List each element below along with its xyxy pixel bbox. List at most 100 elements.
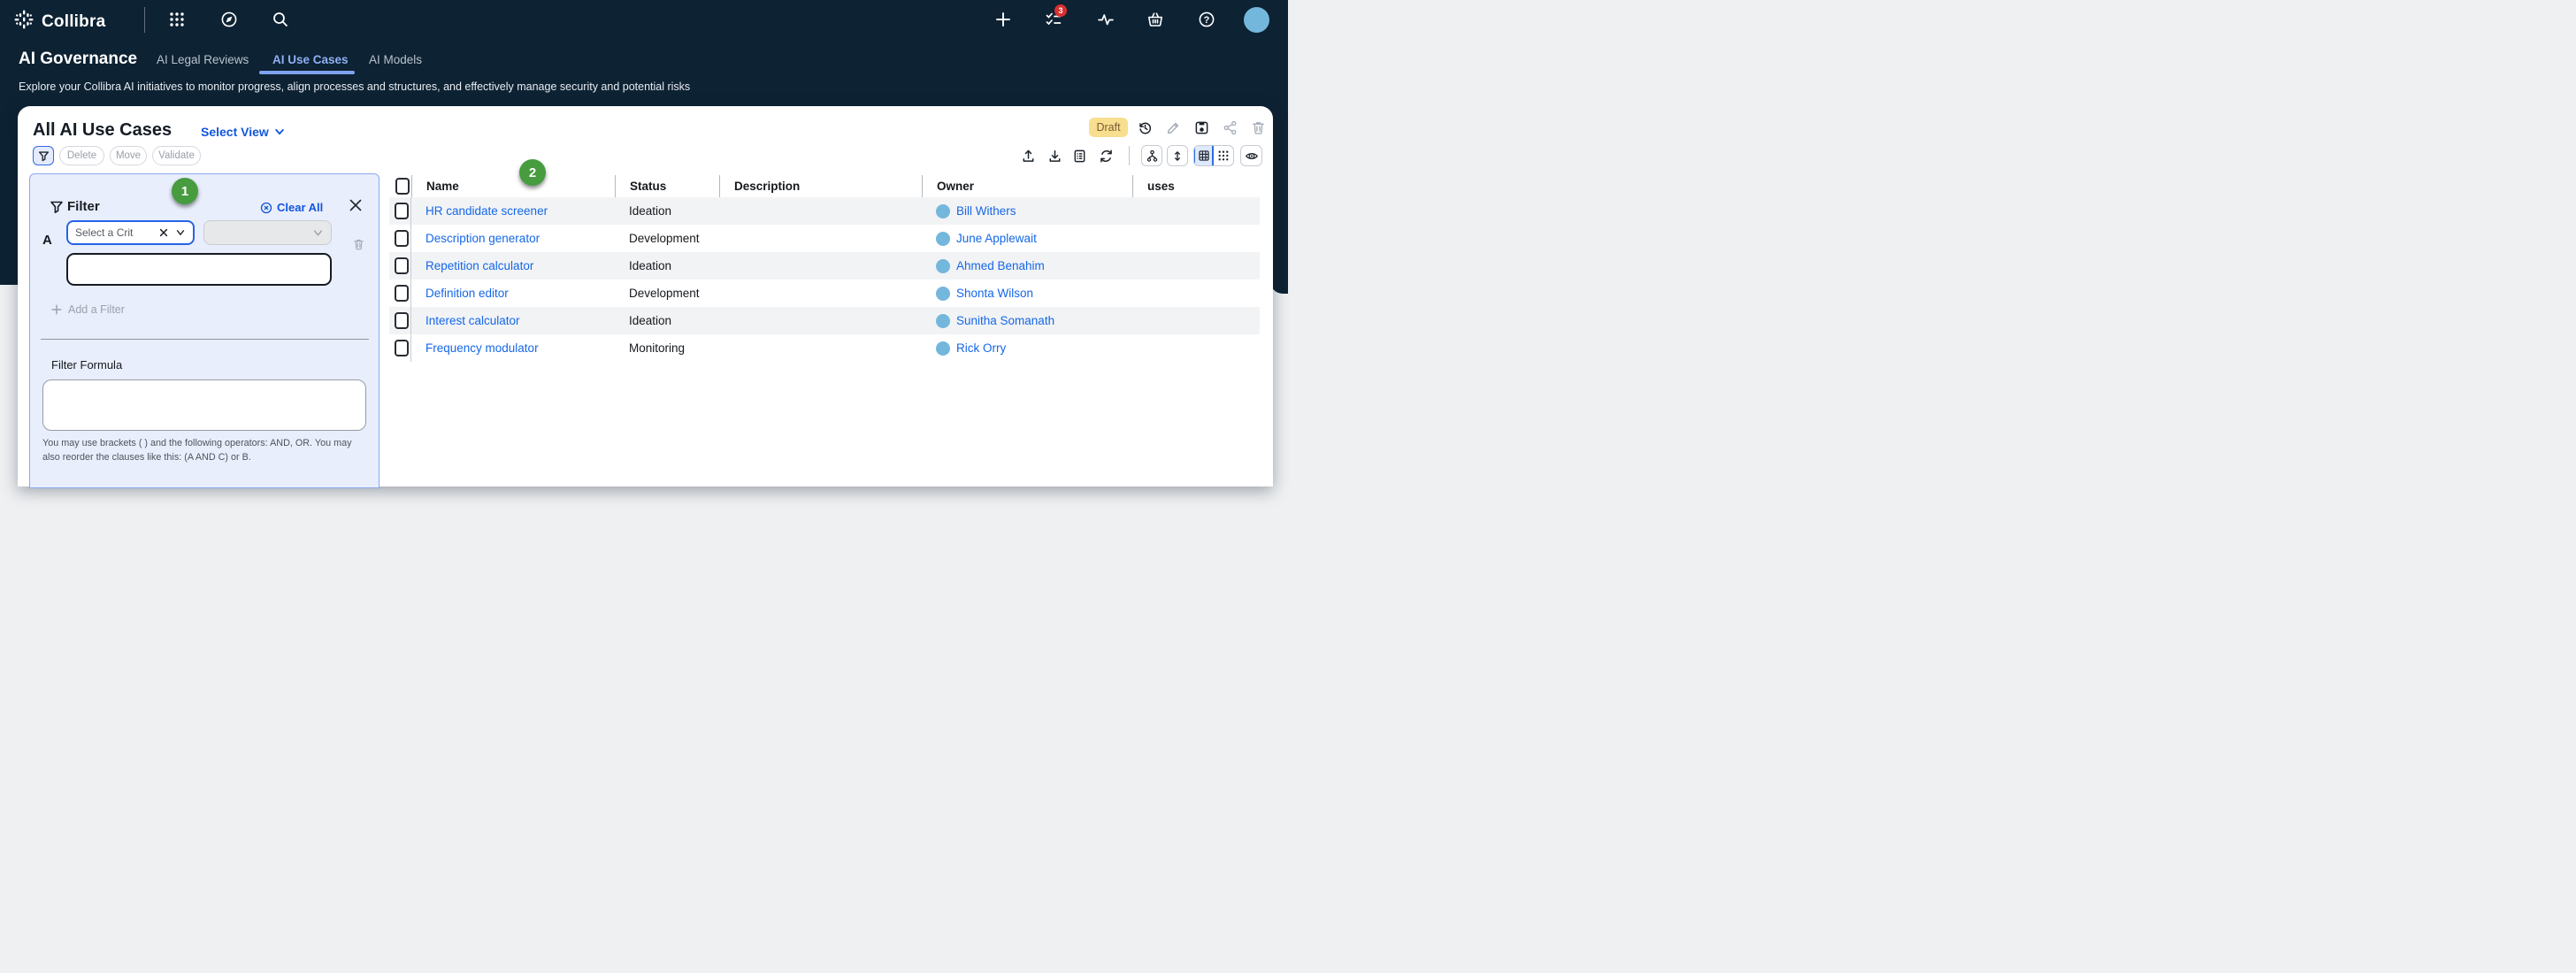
page-background-corner [1270,267,1288,294]
row-checkbox-cell [389,307,411,334]
filter-toggle-button[interactable] [33,146,54,165]
column-header-description[interactable]: Description [719,175,922,197]
clause-label: A [42,233,52,248]
chevron-down-icon [314,229,322,236]
row-checkbox[interactable] [395,230,409,247]
validate-button[interactable]: Validate [152,146,201,165]
toolbar-divider [1129,146,1130,165]
use-case-link[interactable]: Repetition calculator [426,259,534,272]
user-avatar[interactable] [1244,7,1269,33]
create-plus-icon[interactable] [994,11,1012,28]
use-case-link[interactable]: Description generator [426,232,540,245]
row-checkbox[interactable] [395,257,409,274]
use-case-link[interactable]: Frequency modulator [426,341,539,355]
row-height-button[interactable] [1167,145,1188,166]
name-cell: Repetition calculator [411,259,615,272]
clear-all-button[interactable]: Clear All [260,201,323,214]
import-download-icon[interactable] [1047,149,1062,164]
add-filter-button[interactable]: Add a Filter [51,303,125,316]
column-header-uses[interactable]: uses [1132,175,1260,197]
history-icon[interactable] [1138,120,1153,135]
name-cell: HR candidate screener [411,204,615,218]
save-icon[interactable] [1194,120,1209,135]
filter-panel: Filter Clear All A Select a Crit Add a F… [29,173,380,488]
status-cell: Development [629,287,700,300]
chevron-down-icon [274,128,284,135]
tile-view-button[interactable] [1214,146,1233,165]
filter-panel-title: Filter [67,199,100,214]
help-icon[interactable]: ? [1198,11,1215,28]
status-cell: Monitoring [629,341,686,355]
owner-link[interactable]: Ahmed Benahim [956,259,1045,272]
tasks-icon[interactable]: 3 [1045,4,1067,28]
owner-link[interactable]: Rick Orry [956,341,1007,355]
owner-avatar [936,203,950,218]
row-checkbox[interactable] [395,312,409,329]
column-header-status[interactable]: Status [615,175,719,197]
row-checkbox[interactable] [395,340,409,356]
marketplace-basket-icon[interactable] [1146,11,1164,28]
annotation-step-2: 2 [519,159,546,186]
use-case-link[interactable]: Definition editor [426,287,509,300]
select-all-cell [389,175,411,197]
panel-divider [41,339,369,340]
table-view-button[interactable] [1194,146,1215,165]
use-case-link[interactable]: Interest calculator [426,314,520,327]
apps-grid-icon[interactable] [168,11,186,28]
hierarchy-view-button[interactable] [1141,145,1162,166]
use-case-link[interactable]: HR candidate screener [426,204,548,218]
nav-divider [144,7,145,33]
owner-link[interactable]: June Applewait [956,232,1037,245]
annotation-step-1: 1 [172,178,198,204]
clear-selection-x-icon[interactable] [158,227,169,238]
row-checkbox[interactable] [395,285,409,302]
owner-avatar [936,286,950,301]
filter-panel-header: Filter [50,199,100,214]
status-cell: Development [629,232,700,245]
column-header-owner[interactable]: Owner [922,175,1132,197]
delete-button[interactable]: Delete [59,146,104,165]
export-upload-icon[interactable] [1021,149,1036,164]
move-button[interactable]: Move [110,146,147,165]
owner-cell: Bill Withers [922,203,1132,218]
name-cell: Frequency modulator [411,341,615,355]
page-title: AI Governance [19,50,138,68]
circle-x-icon [260,202,272,213]
select-view-label: Select View [201,125,269,139]
clause-value-input[interactable] [66,253,332,286]
owner-avatar [936,341,950,356]
compass-icon[interactable] [220,11,238,28]
edit-pencil-icon[interactable] [1166,120,1181,135]
select-view-dropdown[interactable]: Select View [201,125,285,139]
owner-cell: Rick Orry [922,341,1132,356]
status-badge: Draft [1089,118,1128,137]
search-icon[interactable] [272,11,289,28]
preview-eye-button[interactable] [1240,145,1262,166]
criterion-select[interactable]: Select a Crit [66,220,195,245]
report-list-icon[interactable] [1072,149,1087,164]
activity-icon[interactable] [1097,11,1115,28]
share-icon[interactable] [1223,120,1238,135]
select-all-checkbox[interactable] [395,178,410,195]
top-nav: Collibra 3 ? [0,0,1288,40]
remove-clause-trash-icon[interactable] [352,238,365,251]
refresh-sync-icon[interactable] [1099,149,1114,164]
tab-ai-legal-reviews[interactable]: AI Legal Reviews [157,53,249,66]
owner-link[interactable]: Sunitha Somanath [956,314,1055,327]
brand[interactable]: Collibra [13,9,105,34]
column-header-name[interactable]: Name [411,175,615,197]
operator-select-disabled[interactable] [203,220,332,245]
owner-link[interactable]: Shonta Wilson [956,287,1034,300]
tab-ai-use-cases[interactable]: AI Use Cases [272,53,349,66]
owner-cell: Shonta Wilson [922,286,1132,301]
owner-link[interactable]: Bill Withers [956,204,1016,218]
tab-ai-models[interactable]: AI Models [369,53,423,66]
table-row: Definition editor Development Shonta Wil… [389,280,1260,307]
filter-formula-input[interactable] [42,379,366,431]
owner-cell: Sunitha Somanath [922,313,1132,328]
close-filter-icon[interactable] [349,198,363,212]
row-checkbox[interactable] [395,203,409,219]
delete-trash-icon[interactable] [1251,120,1266,135]
collibra-logo-icon [13,9,34,34]
owner-cell: June Applewait [922,231,1132,246]
